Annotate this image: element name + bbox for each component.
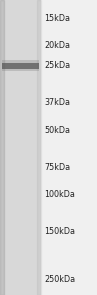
Text: 250kDa: 250kDa	[45, 275, 76, 283]
Bar	[0, 0, 4, 295]
Bar	[2, 60, 39, 71]
Text: 37kDa: 37kDa	[45, 98, 71, 107]
Bar	[0, 0, 41, 295]
Text: 75kDa: 75kDa	[45, 163, 71, 172]
Text: 100kDa: 100kDa	[45, 190, 75, 199]
Bar	[2, 63, 39, 69]
Text: 20kDa: 20kDa	[45, 41, 71, 50]
Text: 150kDa: 150kDa	[45, 227, 76, 236]
Bar	[37, 0, 41, 295]
Text: 15kDa: 15kDa	[45, 14, 71, 23]
Text: 50kDa: 50kDa	[45, 126, 71, 135]
Text: 25kDa: 25kDa	[45, 61, 71, 71]
